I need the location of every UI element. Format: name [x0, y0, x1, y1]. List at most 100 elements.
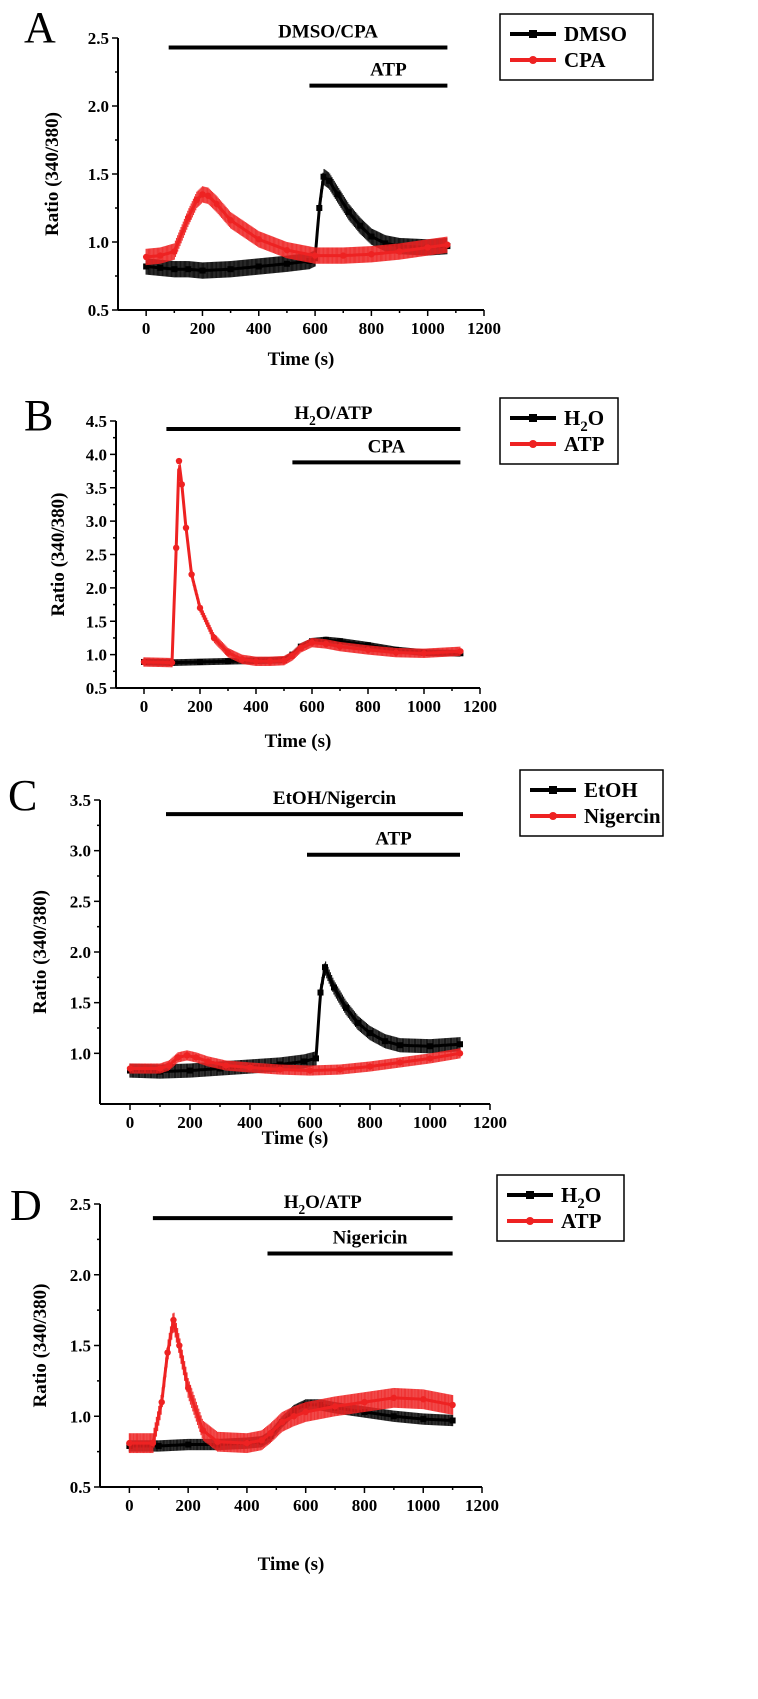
- x-axis-title: Time (s): [265, 731, 332, 752]
- data-point: [156, 1065, 164, 1072]
- y-axis-title: Ratio (340/380): [48, 492, 69, 616]
- data-point: [283, 260, 290, 267]
- data-point: [227, 217, 234, 224]
- data-point: [424, 244, 431, 251]
- data-point: [210, 634, 218, 642]
- panel-letter: D: [10, 1181, 42, 1230]
- data-point: [317, 989, 324, 996]
- data-point: [176, 1342, 183, 1349]
- data-point: [396, 1059, 404, 1066]
- y-tick-label: 3.5: [86, 479, 107, 498]
- data-point: [175, 457, 183, 465]
- data-point: [283, 246, 291, 254]
- data-point: [306, 1067, 314, 1074]
- legend-label: Nigercin: [584, 804, 661, 828]
- y-tick-label: 2.5: [88, 29, 109, 48]
- legend-marker: [529, 440, 537, 448]
- legend-label: ATP: [564, 432, 605, 456]
- data-point: [199, 1427, 207, 1434]
- legend-marker: [549, 786, 557, 794]
- x-tick-label: 1000: [407, 697, 441, 716]
- y-tick-label: 2.0: [70, 1266, 91, 1285]
- x-tick-label: 1000: [411, 319, 445, 338]
- x-tick-label: 1200: [463, 697, 497, 716]
- y-axis-title: Ratio (340/380): [30, 890, 51, 1014]
- data-point: [243, 1439, 251, 1447]
- legend-marker: [529, 56, 537, 64]
- data-point: [255, 236, 262, 243]
- x-tick-label: 600: [293, 1496, 319, 1515]
- data-point: [157, 252, 164, 259]
- y-tick-label: 2.5: [70, 892, 91, 911]
- x-tick-label: 800: [359, 319, 385, 338]
- data-point: [426, 1055, 434, 1062]
- x-tick-label: 400: [237, 1113, 263, 1132]
- x-tick-label: 0: [140, 697, 149, 716]
- legend-label: EtOH: [584, 778, 638, 802]
- x-tick-label: 1000: [413, 1113, 447, 1132]
- y-tick-label: 1.5: [70, 1337, 91, 1356]
- legend-marker: [526, 1191, 534, 1199]
- legend-box: [519, 769, 664, 837]
- data-point: [289, 652, 296, 660]
- panel-letter: C: [8, 771, 37, 820]
- data-point: [276, 1066, 284, 1073]
- data-point: [227, 266, 234, 273]
- legend-box: [496, 1174, 625, 1242]
- data-point: [225, 658, 231, 665]
- treatment-label: Nigericin: [333, 1228, 408, 1249]
- data-point: [140, 658, 148, 666]
- data-point: [258, 1437, 265, 1444]
- x-tick-label: 400: [243, 697, 269, 716]
- data-point: [278, 1418, 286, 1426]
- data-point: [143, 263, 150, 270]
- data-point: [185, 214, 192, 221]
- y-tick-label: 1.5: [70, 994, 91, 1013]
- data-point: [164, 1349, 171, 1356]
- x-tick-label: 0: [125, 1496, 134, 1515]
- data-point: [185, 1441, 192, 1448]
- x-tick-label: 200: [190, 319, 216, 338]
- data-point: [246, 1064, 254, 1071]
- treatment-label: H2O/ATP: [294, 403, 372, 428]
- y-tick-label: 0.5: [88, 301, 109, 320]
- data-point: [368, 251, 375, 258]
- data-point: [197, 658, 203, 665]
- data-point: [183, 1052, 191, 1059]
- y-tick-label: 1.5: [88, 165, 109, 184]
- series-cpa: [142, 186, 451, 266]
- data-point: [382, 240, 389, 247]
- x-tick-label: 0: [126, 1113, 135, 1132]
- data-point: [184, 1384, 192, 1392]
- x-tick-label: 200: [175, 1496, 201, 1515]
- treatment-label: EtOH/Nigercin: [273, 788, 397, 809]
- x-tick-label: 600: [299, 697, 325, 716]
- data-point: [187, 1067, 193, 1074]
- panel-a: A 0.5 1.0 1.5 2.0 2.5 0 200 400 600 800 1000 1200 Tim…: [24, 3, 654, 370]
- data-point: [343, 1004, 349, 1011]
- data-point: [331, 984, 337, 991]
- data-point: [168, 659, 176, 666]
- treatment-label: ATP: [370, 60, 407, 81]
- data-point: [170, 1316, 177, 1324]
- x-tick-label: 1200: [473, 1113, 507, 1132]
- data-point: [396, 248, 403, 255]
- y-tick-label: 1.0: [88, 233, 109, 252]
- legend-marker: [549, 812, 557, 820]
- y-tick-label: 2.5: [86, 546, 107, 565]
- legend-marker: [529, 30, 537, 38]
- series-atp: [140, 457, 464, 668]
- data-point: [213, 200, 220, 208]
- data-point: [340, 252, 347, 259]
- data-point: [457, 648, 464, 655]
- data-point: [173, 544, 180, 552]
- series-etoh: [127, 961, 463, 1079]
- data-point: [171, 266, 178, 273]
- data-point: [336, 643, 344, 650]
- data-point: [397, 1042, 403, 1049]
- data-point: [382, 1038, 388, 1045]
- data-point: [178, 481, 185, 488]
- series-atp: [126, 1312, 456, 1454]
- data-point: [427, 1043, 433, 1050]
